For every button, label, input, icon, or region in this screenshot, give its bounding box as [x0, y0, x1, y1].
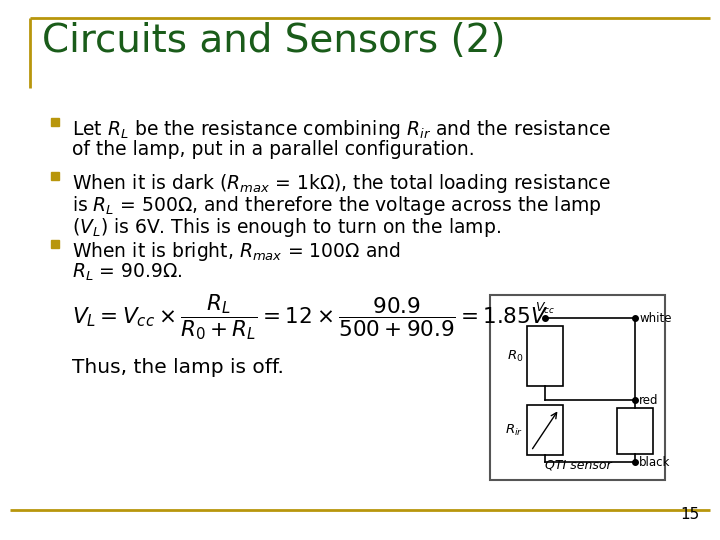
Text: is $R_L$ = 500$\Omega$, and therefore the voltage across the lamp: is $R_L$ = 500$\Omega$, and therefore th…	[72, 194, 602, 217]
Text: $R_{ir}$: $R_{ir}$	[505, 422, 523, 437]
Bar	[527, 405, 563, 455]
Text: Thus, the lamp is off.: Thus, the lamp is off.	[72, 358, 284, 377]
Text: $R_0$: $R_0$	[507, 348, 523, 363]
Text: Circuits and Sensors (2): Circuits and Sensors (2)	[42, 22, 505, 60]
Text: QTI sensor: QTI sensor	[545, 459, 611, 472]
Bar	[490, 295, 665, 480]
Bar	[617, 408, 653, 454]
Text: $R_L$ = 90.9$\Omega$.: $R_L$ = 90.9$\Omega$.	[72, 262, 182, 284]
Text: When it is bright, $R_{max}$ = 100$\Omega$ and: When it is bright, $R_{max}$ = 100$\Omeg…	[72, 240, 400, 263]
Text: $V_L = V_{cc} \times \dfrac{R_L}{R_0 + R_L} = 12 \times \dfrac{90.9}{500 + 90.9}: $V_L = V_{cc} \times \dfrac{R_L}{R_0 + R…	[72, 292, 548, 342]
Text: of the lamp, put in a parallel configuration.: of the lamp, put in a parallel configura…	[72, 140, 474, 159]
Text: $V_{cc}$: $V_{cc}$	[535, 301, 555, 316]
Text: 15: 15	[680, 507, 700, 522]
Text: When it is dark ($R_{max}$ = 1k$\Omega$), the total loading resistance: When it is dark ($R_{max}$ = 1k$\Omega$)…	[72, 172, 611, 195]
Bar	[527, 326, 563, 386]
Text: red: red	[639, 394, 659, 407]
Text: ($V_L$) is 6V. This is enough to turn on the lamp.: ($V_L$) is 6V. This is enough to turn on…	[72, 216, 501, 239]
Text: black: black	[639, 456, 670, 469]
Text: white: white	[639, 312, 672, 325]
Text: Let $R_L$ be the resistance combining $R_{ir}$ and the resistance: Let $R_L$ be the resistance combining $R…	[72, 118, 611, 141]
